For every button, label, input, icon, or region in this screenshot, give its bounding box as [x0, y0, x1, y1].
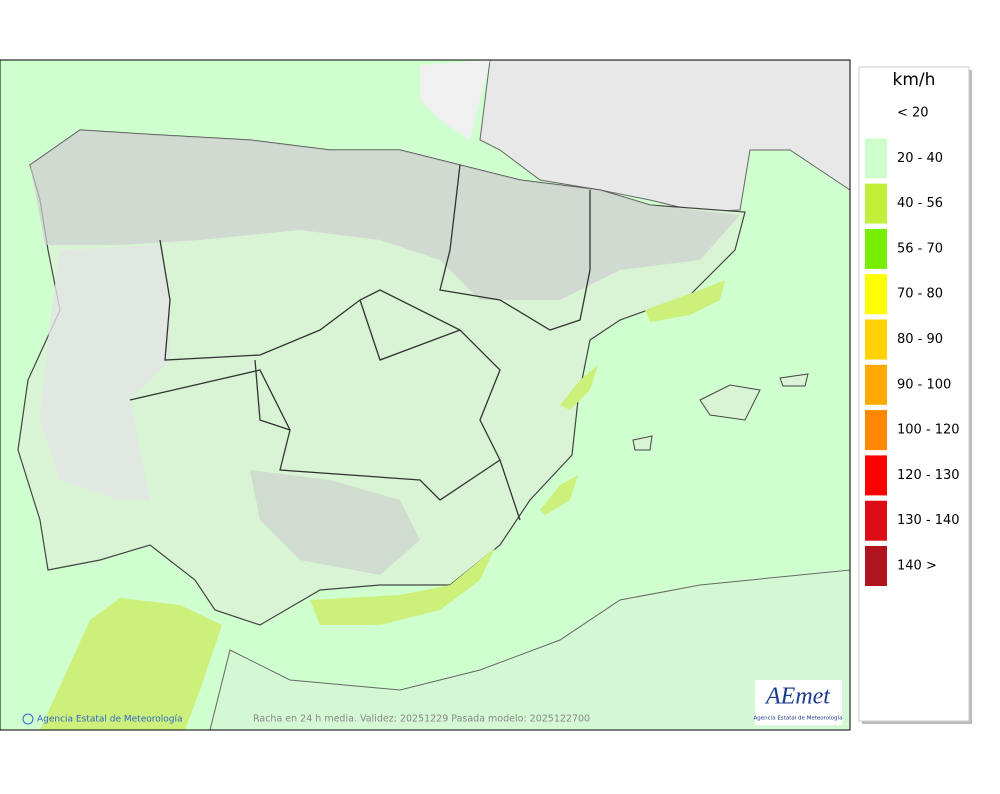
legend-swatch: [865, 319, 887, 360]
legend-label: 80 - 90: [897, 332, 943, 347]
legend-label: 90 - 100: [897, 377, 951, 392]
ibiza: [632, 435, 653, 451]
legend-label: 130 - 140: [897, 513, 960, 528]
legend-label: < 20: [897, 106, 929, 121]
map: Agencia Estatal de Meteorología Racha en…: [0, 59, 851, 731]
legend-swatch: [865, 500, 887, 541]
legend-label: 20 - 40: [897, 151, 943, 166]
legend-label: 40 - 56: [897, 196, 943, 211]
legend: km/h < 20 20 - 40 40 - 56 56 - 70 70 - 80 80 …: [858, 66, 972, 724]
copyright-icon: [22, 713, 34, 725]
legend-swatch: [865, 93, 887, 133]
relief: [30, 130, 740, 300]
logo-subtitle: Agencia Estatal de Meteorología: [754, 715, 843, 722]
legend-label: 140 >: [897, 559, 937, 574]
relief: [250, 470, 420, 575]
legend-label: 70 - 80: [897, 287, 943, 302]
legend-swatch: [865, 546, 887, 586]
portugal: [40, 245, 170, 500]
gust-patches: [40, 280, 725, 730]
legend-swatch: [865, 274, 887, 315]
legend-title: km/h: [893, 70, 936, 90]
menorca: [779, 373, 809, 387]
credit: Agencia Estatal de Meteorología: [37, 715, 183, 725]
legend-swatch: [865, 183, 887, 224]
legend-label: 120 - 130: [897, 468, 960, 483]
mallorca: [699, 384, 761, 421]
legend-swatch: [865, 455, 887, 496]
map-frame: [0, 59, 851, 731]
logo-box: [755, 680, 842, 725]
legend-label: 56 - 70: [897, 241, 943, 256]
cloud-patch: [420, 60, 490, 140]
regions: [129, 164, 591, 521]
legend-swatch: [865, 138, 887, 179]
caption: Racha en 24 h media. Validez: 20251229 P…: [253, 714, 590, 725]
legend-label: 100 - 120: [897, 423, 960, 438]
legend-swatch: [865, 364, 887, 405]
legend-swatch: [865, 228, 887, 269]
logo-name: AEmet: [764, 684, 831, 710]
legend-swatch: [865, 410, 887, 451]
